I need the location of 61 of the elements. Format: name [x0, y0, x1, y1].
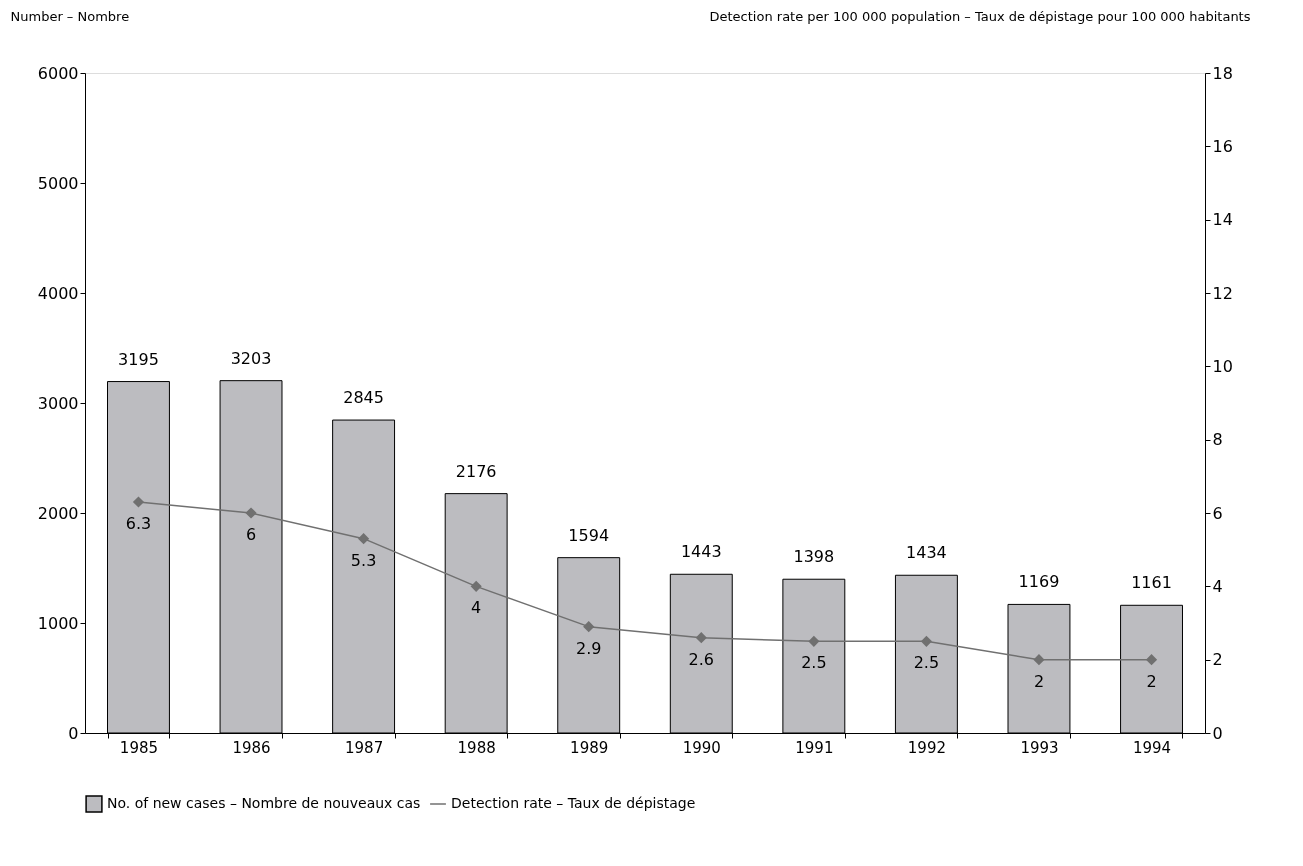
y-tick-label: 6000	[37, 63, 79, 83]
data-label: 1398	[793, 547, 835, 567]
y2-tick-label: 14	[1212, 210, 1233, 230]
data-label: 2.6	[688, 649, 715, 669]
x-tick-label: 1988	[457, 738, 496, 757]
x-tick-label: 1986	[232, 738, 271, 757]
point	[921, 636, 932, 647]
y2-tick-label: 6	[1212, 503, 1223, 523]
data-label: 6	[245, 525, 257, 544]
point	[696, 632, 707, 643]
data-label: 2.9	[575, 638, 602, 658]
y2-tick-label: 0	[1212, 723, 1223, 743]
y-tick-label: 1000	[37, 613, 79, 633]
y-tick-label: 4000	[37, 283, 79, 303]
x-tick-label: 1993	[1020, 738, 1059, 757]
y-tick-label: 3000	[37, 393, 79, 413]
x-tick-label: 1989	[570, 738, 609, 757]
point	[808, 636, 820, 647]
y2-tick-label: 2	[1212, 650, 1223, 670]
point	[358, 533, 369, 544]
data-label: 2	[1146, 671, 1157, 691]
data-label: 1161	[1131, 573, 1172, 593]
point	[133, 496, 144, 508]
y2-axis-title: Detection rate per 100 000 population – Taux de dépistage pour 100 000 habitants	[709, 8, 1251, 24]
x-tick-label: 1992	[907, 738, 946, 757]
data-label: 6.3	[125, 514, 152, 533]
data-label: 2.5	[913, 653, 940, 673]
data-label: 3195	[118, 349, 159, 369]
data-label: 2	[1033, 671, 1045, 691]
data-label: 4	[471, 598, 482, 618]
legend-label: Detection rate – Taux de dépistage	[451, 795, 696, 811]
point	[245, 507, 257, 519]
x-tick-label: 1985	[119, 738, 159, 757]
data-label: 2176	[455, 461, 497, 481]
point	[470, 581, 482, 592]
data-label: 3203	[230, 348, 272, 368]
data-label: 5.3	[350, 550, 377, 570]
y2-tick-label: 18	[1212, 63, 1233, 83]
x-tick-label: 1990	[682, 738, 721, 757]
y-tick-label: 0	[68, 723, 79, 743]
y-tick-label: 2000	[37, 503, 79, 523]
y2-tick-label: 8	[1212, 430, 1223, 450]
x-tick-label: 1994	[1132, 738, 1172, 757]
x-tick-label: 1987	[345, 738, 384, 757]
data-label: 2.5	[801, 653, 827, 673]
point	[583, 621, 594, 632]
data-label: 1443	[680, 542, 722, 562]
y2-tick-label: 4	[1212, 576, 1223, 596]
legend-label: No. of new cases – Nombre de nouveaux cas	[107, 795, 421, 811]
point	[1033, 654, 1045, 665]
point	[1146, 654, 1157, 665]
data-label: 1594	[568, 525, 610, 545]
y-tick-label: 5000	[37, 173, 79, 193]
y2-tick-label: 10	[1212, 356, 1233, 376]
y2-tick-label: 12	[1212, 283, 1233, 303]
data-label: 1434	[906, 543, 947, 563]
data-label: 2845	[343, 388, 384, 408]
data-label: 1169	[1018, 572, 1060, 592]
x-tick-label: 1991	[795, 738, 834, 757]
y-axis-title: Number – Nombre	[10, 8, 130, 24]
y2-tick-label: 16	[1212, 136, 1233, 156]
